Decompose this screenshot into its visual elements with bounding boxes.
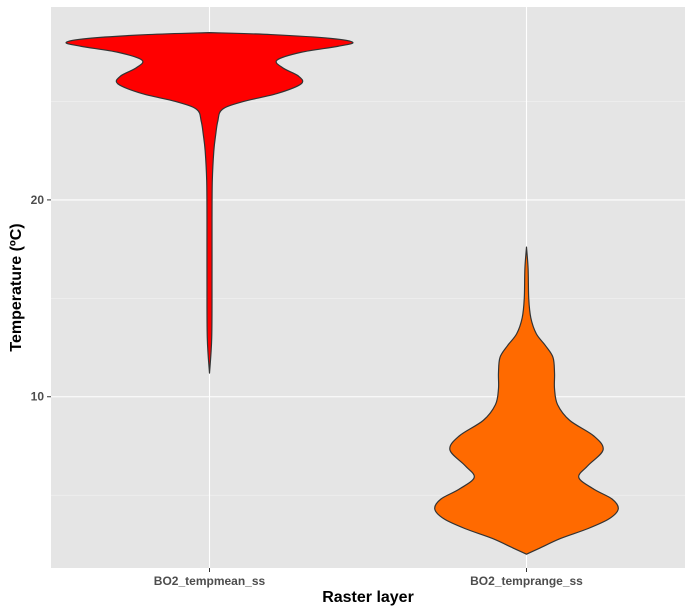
violin-series bbox=[65, 31, 619, 555]
violin-BO2_temprange_ss bbox=[434, 246, 619, 555]
y-axis-title: Temperature (ºC) bbox=[8, 223, 25, 351]
x-axis-title: Raster layer bbox=[322, 589, 414, 606]
x-tick-label: BO2_temprange_ss bbox=[470, 574, 583, 588]
y-axis: 10 20 bbox=[31, 193, 51, 404]
y-tick-label: 10 bbox=[31, 390, 45, 404]
violin-BO2_tempmean_ss bbox=[65, 31, 354, 374]
y-tick-label: 20 bbox=[31, 193, 45, 207]
x-axis: BO2_tempmean_ss BO2_temprange_ss bbox=[154, 568, 583, 588]
x-tick-label: BO2_tempmean_ss bbox=[154, 574, 266, 588]
